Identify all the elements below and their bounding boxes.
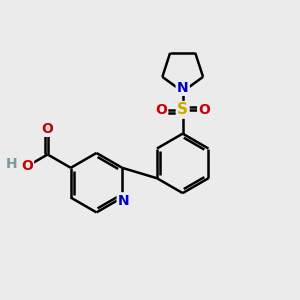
Text: H: H — [6, 157, 18, 171]
Text: O: O — [21, 159, 33, 172]
Text: O: O — [155, 103, 167, 117]
Text: S: S — [177, 102, 188, 117]
Text: N: N — [118, 194, 130, 208]
Text: O: O — [199, 103, 210, 117]
Text: N: N — [177, 81, 188, 94]
Text: O: O — [42, 122, 53, 136]
